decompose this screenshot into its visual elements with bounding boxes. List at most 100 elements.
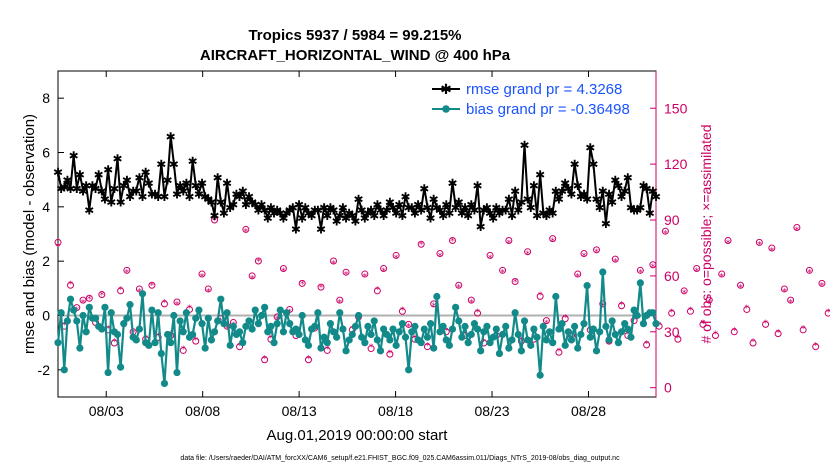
rmse-point: ✱ xyxy=(357,204,367,218)
rmse-point: ✱ xyxy=(122,174,132,188)
bias-point xyxy=(167,339,175,347)
bias-point xyxy=(245,317,253,325)
obs-possible-point xyxy=(524,248,532,256)
obs-possible-point xyxy=(793,223,801,231)
obs-possible-point xyxy=(261,356,269,364)
y-tick-label: -2 xyxy=(38,362,51,378)
obs-possible-point xyxy=(323,346,331,354)
obs-assimilated-point: * xyxy=(801,325,806,335)
rmse-point: ✱ xyxy=(78,185,88,199)
obs-assimilated-point: * xyxy=(388,349,393,359)
obs-possible-point xyxy=(198,270,206,278)
bias-point xyxy=(380,325,388,333)
bias-point xyxy=(539,322,547,330)
bias-point xyxy=(392,341,400,349)
obs-possible-point xyxy=(380,264,388,272)
rmse-point: ✱ xyxy=(501,204,511,218)
rmse-point: ✱ xyxy=(81,179,91,193)
obs-assimilated-point: * xyxy=(338,298,343,308)
obs-assimilated-point: * xyxy=(757,241,762,251)
rmse-point: ✱ xyxy=(388,201,398,215)
rmse-point: ✱ xyxy=(72,182,82,196)
bias-point xyxy=(286,320,294,328)
bias-point xyxy=(179,328,187,336)
obs-assimilated-point: * xyxy=(469,298,474,308)
obs-possible-point xyxy=(173,298,181,306)
bias-point xyxy=(295,330,303,339)
right-y-axis-label: # of obs: o=possible; ×=assimilated xyxy=(698,124,714,343)
obs-assimilated-point: * xyxy=(237,341,242,351)
bias-point xyxy=(195,306,203,314)
obs-possible-point xyxy=(304,356,312,364)
obs-possible-point xyxy=(67,281,75,289)
obs-assimilated-point: * xyxy=(457,284,462,294)
obs-assimilated-point: * xyxy=(125,269,130,279)
rmse-point: ✱ xyxy=(579,187,589,201)
rmse-point: ✱ xyxy=(253,204,263,218)
obs-possible-point xyxy=(342,268,350,276)
rmse-point: ✱ xyxy=(178,185,188,199)
bias-point xyxy=(198,320,206,328)
rmse-point: ✱ xyxy=(541,209,551,223)
bias-point xyxy=(430,344,438,352)
rmse-point: ✱ xyxy=(632,204,642,218)
bias-point xyxy=(201,344,209,352)
rmse-point: ✱ xyxy=(319,201,329,215)
bias-point xyxy=(120,320,128,328)
bias-point xyxy=(492,325,500,333)
obs-assimilated-point: * xyxy=(325,345,330,355)
obs-assimilated-point: * xyxy=(350,325,355,335)
bias-point xyxy=(608,317,616,325)
obs-possible-point xyxy=(787,296,795,304)
obs-assimilated-point: * xyxy=(463,330,468,340)
bias-point xyxy=(420,325,428,333)
rmse-point: ✱ xyxy=(529,179,539,193)
obs-possible-point xyxy=(248,272,256,280)
rmse-point: ✱ xyxy=(282,206,292,220)
bias-point xyxy=(467,330,475,339)
obs-assimilated-point: * xyxy=(488,254,493,264)
right-y-axis-ticks: 0 30 60 90 120 150 xyxy=(650,71,688,397)
obs-assimilated-point: * xyxy=(544,319,549,329)
bias-point xyxy=(455,317,463,325)
rmse-point: ✱ xyxy=(482,201,492,215)
bias-point xyxy=(376,347,385,355)
data-file-footnote: data file: /Users/raeder/DAI/ATM_forcXX/… xyxy=(180,455,620,462)
rmse-point: ✱ xyxy=(432,201,442,215)
rmse-point: ✱ xyxy=(291,223,301,237)
bias-point xyxy=(524,336,532,344)
bias-point xyxy=(214,317,222,325)
bias-point xyxy=(270,339,278,347)
rmse-point: ✱ xyxy=(573,179,583,193)
obs-assimilated-point: * xyxy=(181,345,186,355)
bias-point xyxy=(320,333,328,341)
bias-point xyxy=(251,306,259,314)
rmse-point: ✱ xyxy=(551,185,561,199)
bias-point xyxy=(417,339,425,347)
obs-assimilated-point: * xyxy=(206,287,211,297)
bias-point xyxy=(561,341,569,349)
rmse-point: ✱ xyxy=(131,185,141,199)
bias-point xyxy=(254,320,262,328)
rmse-point: ✱ xyxy=(451,201,461,215)
rmse-point: ✱ xyxy=(191,179,201,193)
rmse-point: ✱ xyxy=(623,171,633,185)
obs-assimilated-point: * xyxy=(87,295,92,305)
obs-assimilated-point: * xyxy=(826,308,830,318)
obs-assimilated-point: * xyxy=(563,313,568,323)
rmse-point: ✱ xyxy=(125,190,135,204)
obs-assimilated-point: * xyxy=(632,315,637,325)
rmse-point: ✱ xyxy=(404,201,414,215)
obs-assimilated-point: * xyxy=(438,252,443,262)
bias-point xyxy=(502,322,510,330)
rmse-point: ✱ xyxy=(507,209,517,223)
bias-point xyxy=(66,295,75,303)
bias-point xyxy=(448,325,457,333)
rmse-point: ✱ xyxy=(591,193,601,207)
bias-point xyxy=(98,325,106,333)
bias-point xyxy=(298,311,306,320)
obs-assimilated-point: * xyxy=(644,339,649,349)
bias-point xyxy=(383,330,391,339)
rmse-point: ✱ xyxy=(407,201,417,215)
rmse-point: ✱ xyxy=(219,206,229,220)
